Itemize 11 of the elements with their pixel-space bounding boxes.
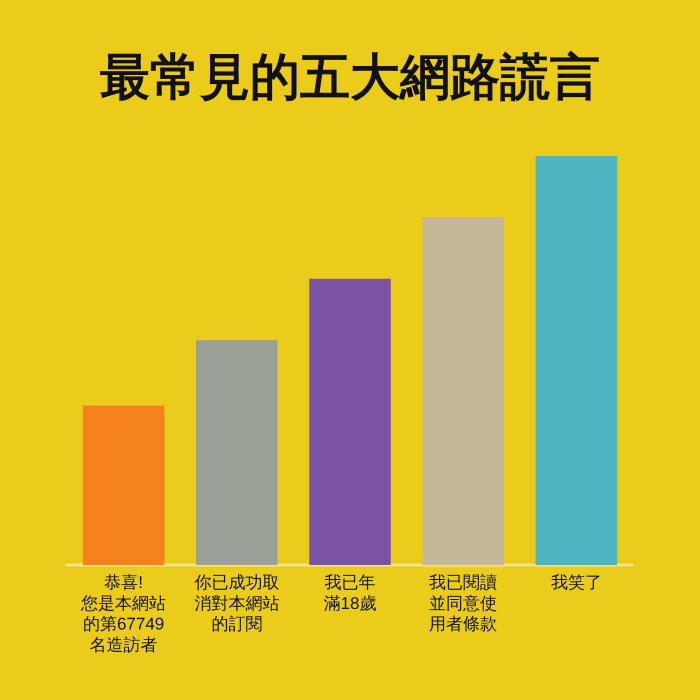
x-tick-label: 我已閱讀並同意使用者條款 — [429, 573, 498, 634]
bar — [422, 217, 504, 566]
bar — [82, 406, 164, 566]
x-tick-label: 恭喜!您是本網站的第67749名造訪者 — [80, 573, 166, 654]
bar — [536, 156, 618, 566]
bar — [309, 278, 391, 566]
chart-title: 最常見的五大網路謊言 — [100, 48, 600, 105]
x-tick-label: 我笑了 — [550, 573, 602, 592]
x-tick-label: 我已年滿18歲 — [324, 573, 376, 613]
bar — [196, 340, 278, 566]
x-tick-label: 你已成功取消對本網站的訂閱 — [193, 573, 280, 634]
